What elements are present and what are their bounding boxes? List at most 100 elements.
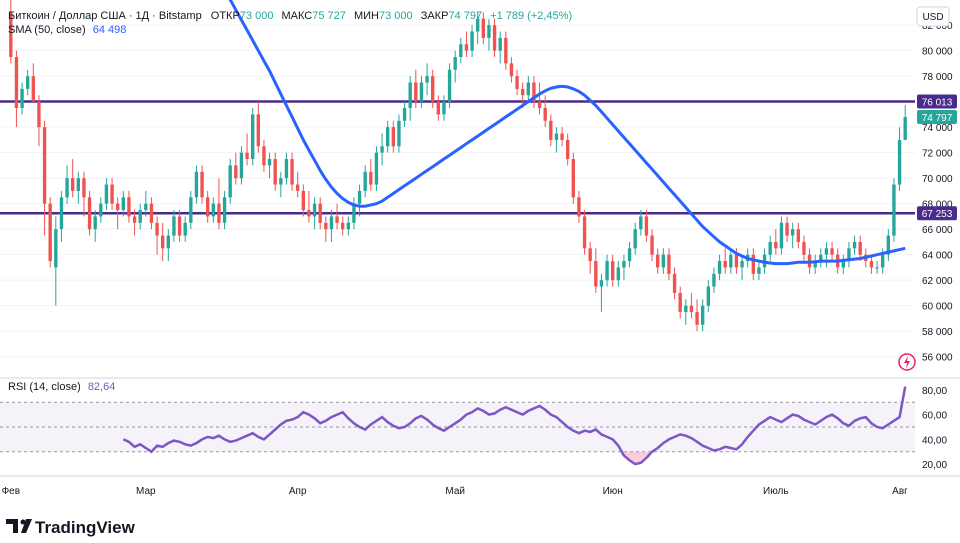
candle[interactable] xyxy=(20,82,24,115)
candle[interactable] xyxy=(245,133,249,166)
candle[interactable] xyxy=(419,76,424,109)
candle[interactable] xyxy=(279,171,283,198)
candle[interactable] xyxy=(161,222,165,262)
candle[interactable] xyxy=(779,216,784,255)
candle[interactable] xyxy=(363,165,367,198)
candle[interactable] xyxy=(611,254,615,287)
candle[interactable] xyxy=(791,222,795,249)
candle[interactable] xyxy=(577,190,581,223)
candle[interactable] xyxy=(650,229,654,262)
candle[interactable] xyxy=(757,261,761,281)
candle[interactable] xyxy=(402,101,407,128)
candle[interactable] xyxy=(59,190,64,242)
candle[interactable] xyxy=(605,254,609,287)
candle[interactable] xyxy=(813,254,817,274)
candle[interactable] xyxy=(251,108,255,166)
candle[interactable] xyxy=(588,241,592,274)
candle[interactable] xyxy=(622,254,626,281)
candle[interactable] xyxy=(723,248,727,274)
candlestick-series[interactable] xyxy=(9,0,907,332)
candle[interactable] xyxy=(858,235,862,262)
candle[interactable] xyxy=(684,299,688,325)
candle[interactable] xyxy=(476,12,480,45)
candle[interactable] xyxy=(26,69,30,96)
candle[interactable] xyxy=(369,159,373,191)
candle[interactable] xyxy=(346,216,350,236)
candle[interactable] xyxy=(386,120,390,153)
candle[interactable] xyxy=(104,178,109,211)
price-pane[interactable]: 56 000 58 000 60 000 62 000 64 000 66 000 68 0… xyxy=(0,0,957,364)
candle[interactable] xyxy=(509,57,514,83)
candle[interactable] xyxy=(256,101,260,153)
candle[interactable] xyxy=(830,241,834,262)
candle[interactable] xyxy=(459,37,463,64)
candle[interactable] xyxy=(841,254,845,274)
candle[interactable] xyxy=(54,216,58,306)
candle[interactable] xyxy=(82,171,86,217)
candle[interactable] xyxy=(380,133,384,166)
candle[interactable] xyxy=(211,197,215,223)
candle[interactable] xyxy=(374,146,379,191)
candle[interactable] xyxy=(234,152,238,185)
candle[interactable] xyxy=(892,178,896,242)
candle[interactable] xyxy=(144,190,148,217)
candle[interactable] xyxy=(149,197,154,230)
candle[interactable] xyxy=(408,76,412,121)
candle[interactable] xyxy=(661,248,665,274)
candle[interactable] xyxy=(206,190,210,223)
candle[interactable] xyxy=(357,184,362,217)
candle[interactable] xyxy=(110,178,114,211)
candle[interactable] xyxy=(627,241,632,268)
candle[interactable] xyxy=(599,273,604,313)
candle[interactable] xyxy=(768,235,772,262)
candle[interactable] xyxy=(594,248,598,293)
candle[interactable] xyxy=(436,95,440,121)
candle[interactable] xyxy=(852,235,857,255)
candle[interactable] xyxy=(498,31,502,64)
candle[interactable] xyxy=(672,267,677,300)
candle[interactable] xyxy=(532,76,536,109)
candle[interactable] xyxy=(537,82,542,115)
candle[interactable] xyxy=(267,152,272,179)
candle[interactable] xyxy=(447,63,452,109)
candle[interactable] xyxy=(48,197,52,268)
candle[interactable] xyxy=(560,127,564,147)
candle[interactable] xyxy=(644,210,649,242)
candle[interactable] xyxy=(751,248,755,281)
candle[interactable] xyxy=(616,261,620,287)
candle[interactable] xyxy=(31,63,35,102)
candle[interactable] xyxy=(87,190,92,236)
currency-button[interactable] xyxy=(916,6,950,27)
candle[interactable] xyxy=(492,18,497,58)
candle[interactable] xyxy=(301,184,305,217)
candle[interactable] xyxy=(37,95,41,147)
sma-legend[interactable]: SMA (50, close) 64 498 xyxy=(8,24,126,36)
candle[interactable] xyxy=(284,152,289,185)
candle[interactable] xyxy=(273,152,277,191)
candle[interactable] xyxy=(487,18,491,51)
candle[interactable] xyxy=(431,69,435,109)
candle[interactable] xyxy=(352,197,356,230)
sma-line[interactable] xyxy=(202,0,906,266)
rsi-legend[interactable]: RSI (14, close) 82,64 xyxy=(8,381,115,393)
candle[interactable] xyxy=(796,222,800,249)
candle[interactable] xyxy=(656,248,660,274)
candle[interactable] xyxy=(470,25,474,58)
candle[interactable] xyxy=(526,76,530,102)
candle[interactable] xyxy=(172,210,176,242)
candle[interactable] xyxy=(633,222,637,255)
candle[interactable] xyxy=(324,216,328,242)
candle[interactable] xyxy=(717,254,722,281)
candle[interactable] xyxy=(847,241,851,268)
candle[interactable] xyxy=(678,286,682,319)
lightning-icon[interactable] xyxy=(898,353,916,371)
candle[interactable] xyxy=(706,280,710,313)
candle[interactable] xyxy=(116,197,120,230)
candle[interactable] xyxy=(425,63,429,96)
candle[interactable] xyxy=(189,190,193,230)
candle[interactable] xyxy=(222,190,227,230)
candle[interactable] xyxy=(785,216,789,242)
candle[interactable] xyxy=(571,152,575,204)
candle[interactable] xyxy=(453,50,457,83)
candle[interactable] xyxy=(9,0,13,64)
